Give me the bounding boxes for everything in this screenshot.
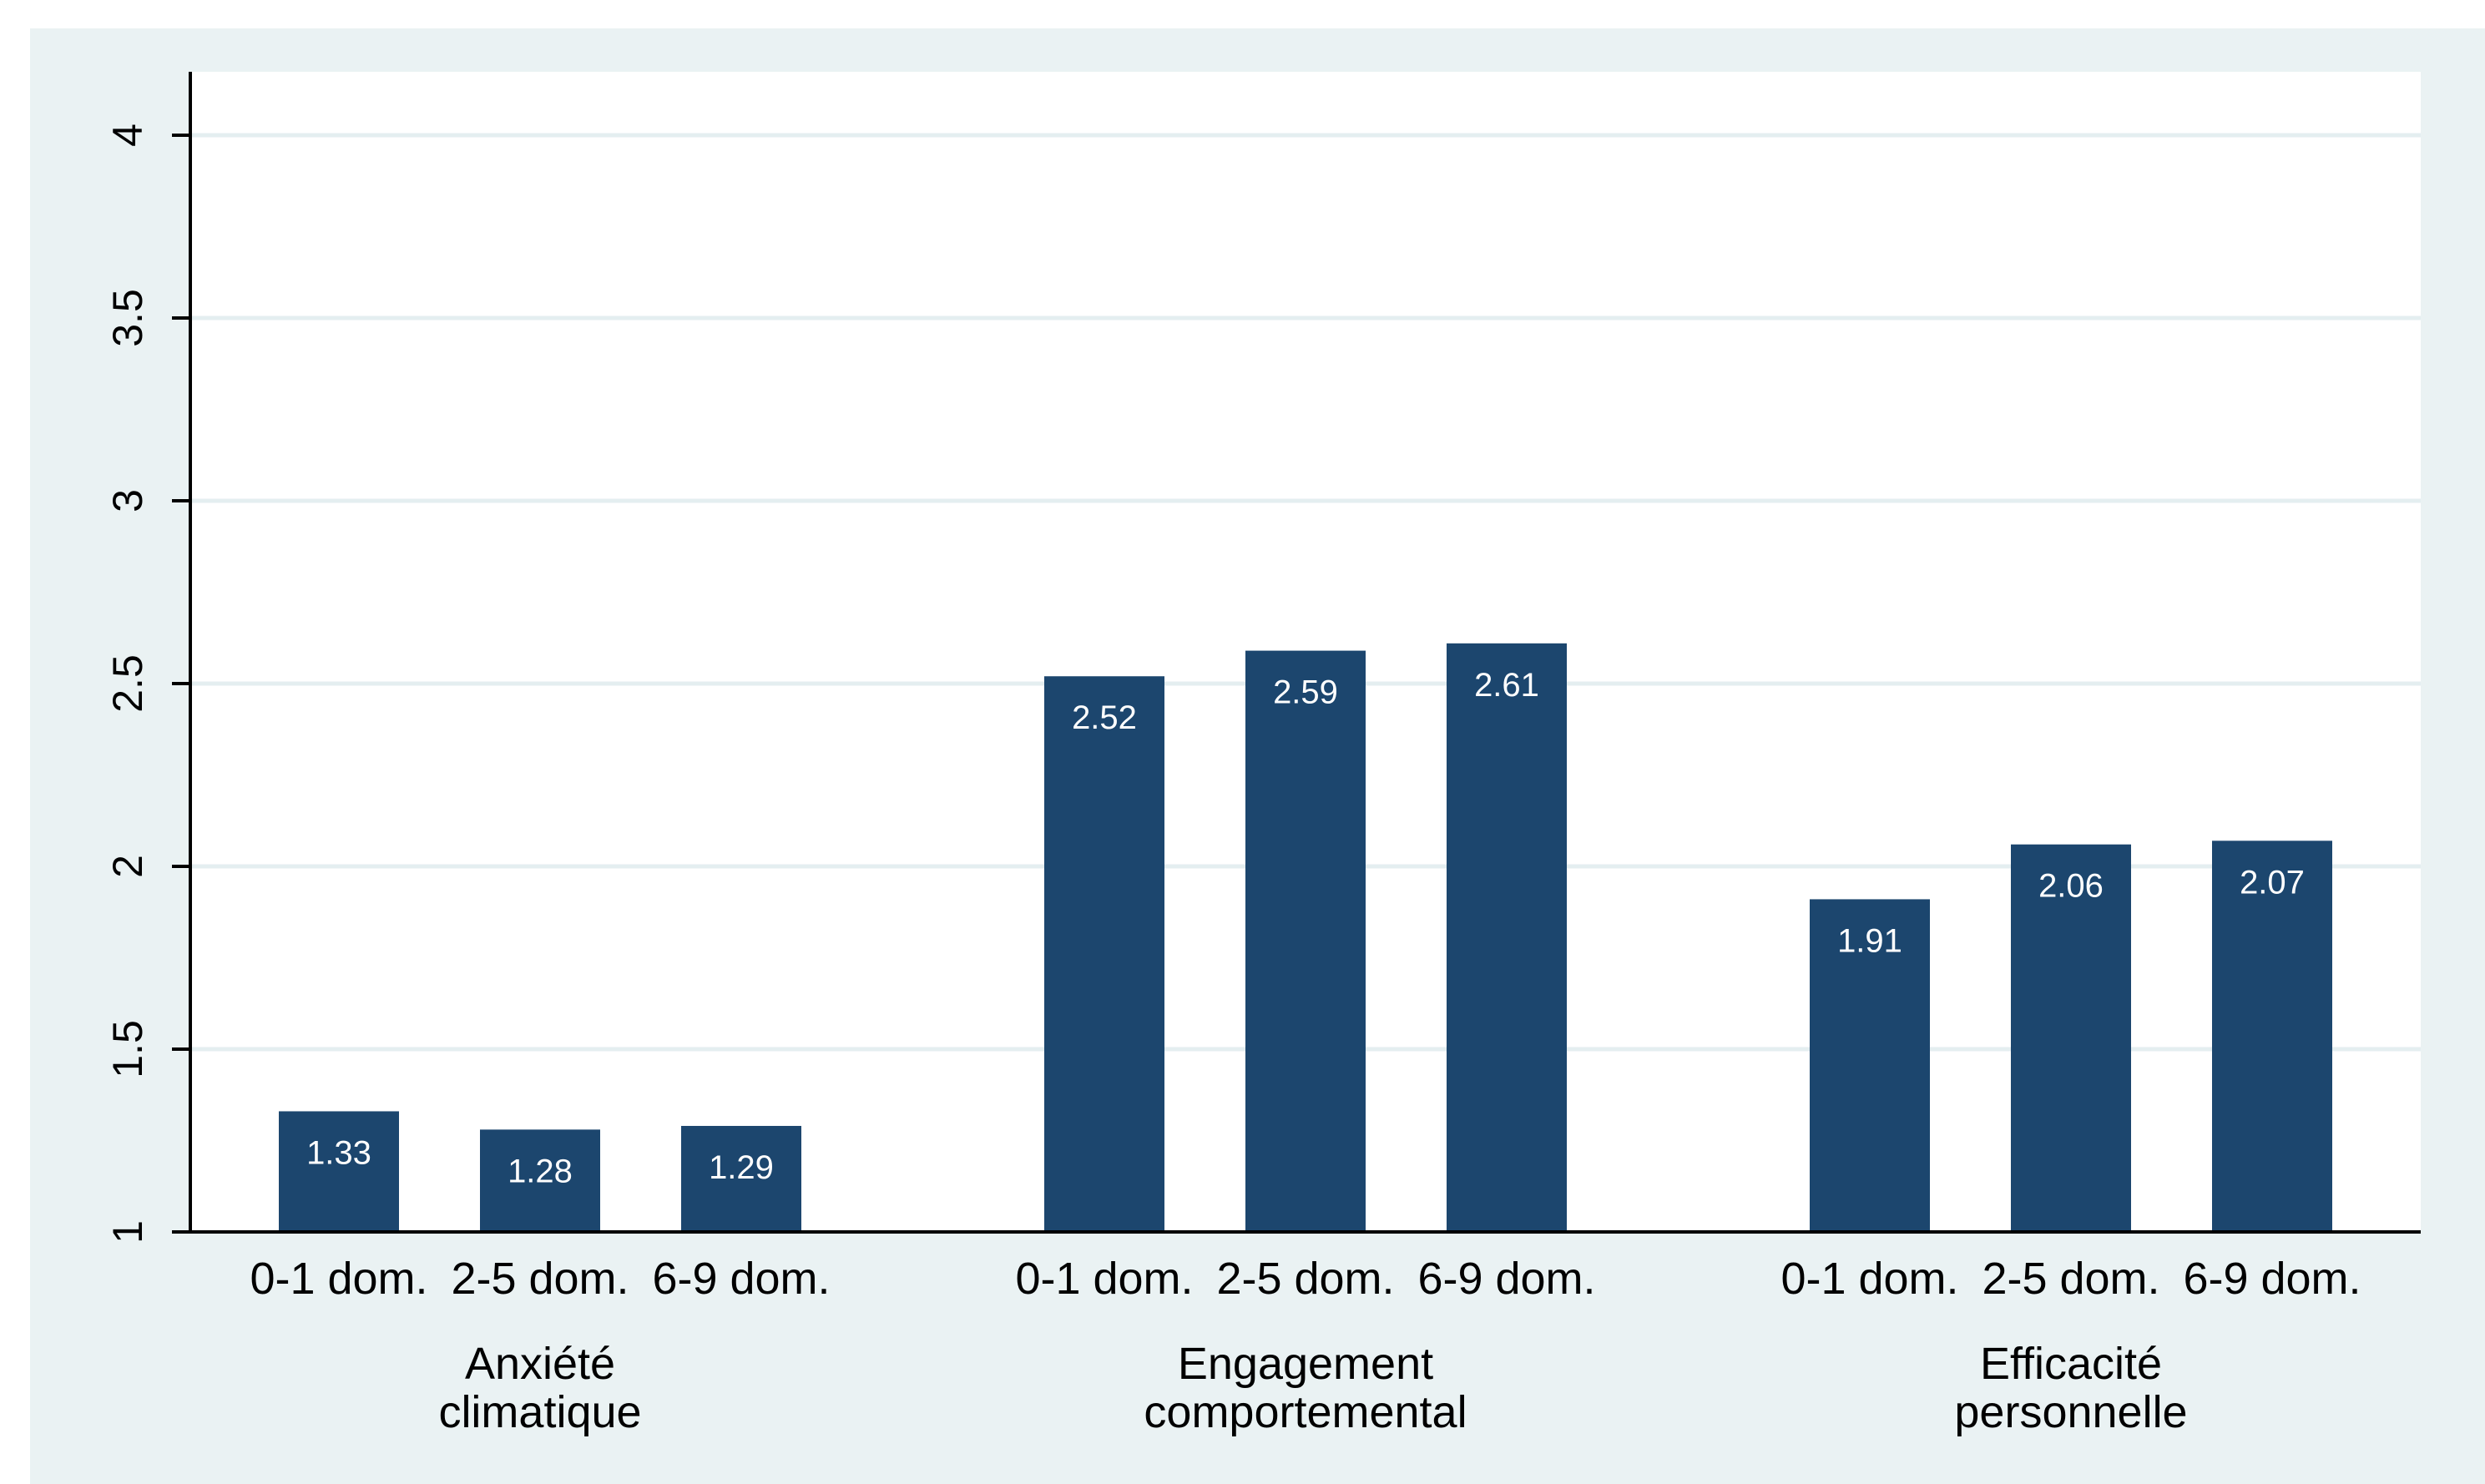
- bar-value-label: 2.06: [2038, 868, 2104, 905]
- x-category-label: 6-9 dom.: [2183, 1254, 2361, 1304]
- x-group-label: comportemental: [1144, 1387, 1467, 1437]
- bar-value-label: 2.61: [1474, 667, 1539, 704]
- bar-value-label: 2.59: [1273, 674, 1338, 711]
- x-category-label: 0-1 dom.: [250, 1254, 427, 1304]
- y-tick-label: 3.5: [104, 289, 151, 347]
- y-tick-label: 3: [104, 489, 151, 512]
- bar: [480, 1129, 600, 1232]
- x-group-label: climatique: [438, 1387, 641, 1437]
- bar-value-label: 1.91: [1837, 922, 1902, 959]
- bar: [2212, 840, 2332, 1232]
- x-group-label: Efficacité: [1980, 1339, 2162, 1389]
- x-category-label: 6-9 dom.: [652, 1254, 830, 1304]
- bar: [1044, 676, 1164, 1232]
- y-tick-label: 1: [104, 1220, 151, 1244]
- bar-value-label: 2.07: [2240, 864, 2305, 901]
- x-category-label: 2-5 dom.: [1216, 1254, 1394, 1304]
- x-category-label: 2-5 dom.: [451, 1254, 629, 1304]
- x-category-label: 6-9 dom.: [1417, 1254, 1595, 1304]
- y-axis-ticks: 1 1.5 2 2.5 3 3.5 4: [104, 124, 190, 1244]
- x-axis-labels: 0-1 dom. 2-5 dom. 6-9 dom. Anxiétéclimatiqu…: [250, 1254, 2361, 1437]
- y-tick-label: 1.5: [104, 1020, 151, 1078]
- bar-value-label: 1.33: [306, 1134, 371, 1171]
- x-group-label: Engagement: [1178, 1339, 1433, 1389]
- bar-value-label: 1.28: [508, 1153, 573, 1189]
- x-group-label: personnelle: [1954, 1387, 2187, 1437]
- y-tick-label: 2.5: [104, 654, 151, 713]
- bar: [1447, 643, 1567, 1232]
- axes: [189, 72, 2421, 1234]
- bar-value-label: 2.52: [1072, 699, 1137, 736]
- bar: [2011, 844, 2131, 1232]
- x-category-label: 2-5 dom.: [1982, 1254, 2159, 1304]
- y-tick-label: 2: [104, 855, 151, 878]
- bar: [279, 1111, 399, 1232]
- bars: 1.33 1.28 1.29 2.52 2.59 2.61 1.91 2.06 2.07: [279, 643, 2332, 1232]
- x-group-label: Anxiété: [465, 1339, 615, 1389]
- y-tick-label: 4: [104, 124, 151, 147]
- bar-value-label: 1.29: [709, 1149, 774, 1186]
- bar: [1245, 650, 1366, 1232]
- bar: [1810, 899, 1930, 1232]
- x-category-label: 0-1 dom.: [1780, 1254, 1958, 1304]
- x-category-label: 0-1 dom.: [1015, 1254, 1193, 1304]
- bar: [681, 1125, 801, 1232]
